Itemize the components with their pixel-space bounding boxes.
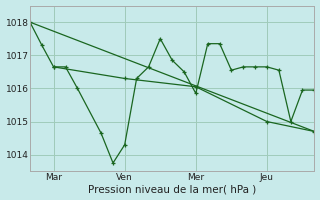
X-axis label: Pression niveau de la mer( hPa ): Pression niveau de la mer( hPa ) — [88, 184, 256, 194]
